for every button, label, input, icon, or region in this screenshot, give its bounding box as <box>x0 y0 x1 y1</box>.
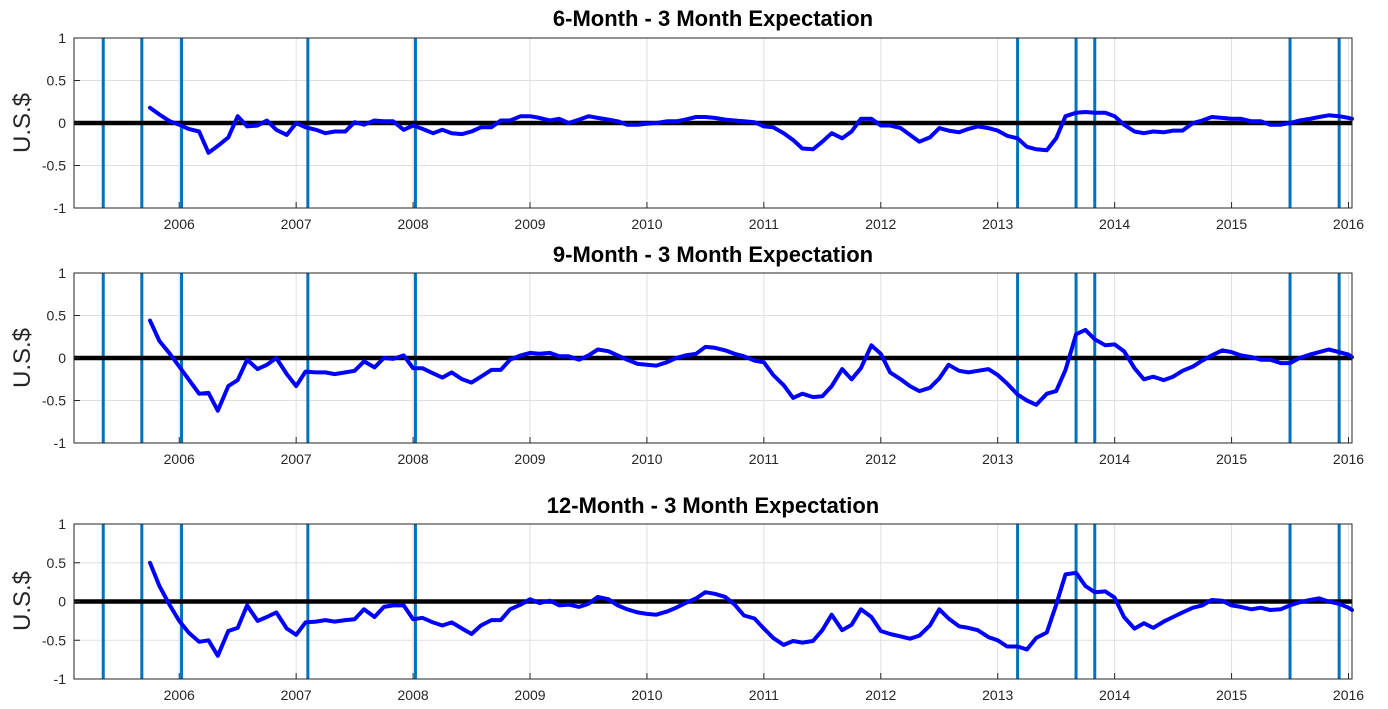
x-tick-label-3: 2015 <box>1216 687 1247 703</box>
x-tick-label-2: 2015 <box>1216 451 1247 467</box>
series-line-1 <box>148 105 1354 155</box>
x-tick-label-3: 2014 <box>1099 687 1130 703</box>
series-1 <box>148 105 1354 155</box>
x-tick-label-3: 2010 <box>631 687 662 703</box>
series-line-2 <box>148 318 1354 413</box>
series-line-3 <box>148 560 1354 658</box>
ticks-2: 2006 2007 2008 2009 2010 2011 2012 2013 2014 2015… <box>42 265 1364 467</box>
y-tick-label-2: 0 <box>58 350 66 366</box>
y-tick-label-3: 0.5 <box>47 555 67 571</box>
y-tick-label-1: 0.5 <box>47 73 67 89</box>
y-tick-label-2: 0.5 <box>47 308 67 324</box>
chart-title-1: 6-Month - 3 Month Expectation <box>553 6 873 31</box>
x-tick-label-3: 2016 <box>1333 687 1364 703</box>
y-tick-label-1: 0 <box>58 115 66 131</box>
series-2 <box>148 318 1354 413</box>
x-tick-label-3: 2013 <box>982 687 1013 703</box>
x-tick-label-2: 2006 <box>164 451 195 467</box>
x-tick-label-1: 2006 <box>164 216 195 232</box>
ticks-1: 2006 2007 2008 2009 2010 2011 2012 2013 2014 2015… <box>42 30 1364 232</box>
x-tick-label-1: 2012 <box>865 216 896 232</box>
y-axis-label-1: U.S.$ <box>9 93 36 153</box>
y-tick-label-3: -0.5 <box>42 632 66 648</box>
x-tick-label-3: 2007 <box>281 687 312 703</box>
ticks-3: 2006 2007 2008 2009 2010 2011 2012 2013 2014 2015… <box>42 516 1364 703</box>
chart-title-2: 9-Month - 3 Month Expectation <box>553 242 873 267</box>
x-tick-label-2: 2009 <box>514 451 545 467</box>
x-tick-label-1: 2014 <box>1099 216 1130 232</box>
chart-panel-3: 2006 2007 2008 2009 2010 2011 2012 2013 2014 2015… <box>9 493 1364 703</box>
x-tick-label-2: 2016 <box>1333 451 1364 467</box>
y-tick-label-1: 1 <box>58 30 66 46</box>
x-tick-label-1: 2010 <box>631 216 662 232</box>
x-tick-label-1: 2007 <box>281 216 312 232</box>
x-tick-label-2: 2011 <box>749 451 779 467</box>
x-tick-label-1: 2015 <box>1216 216 1247 232</box>
series-3 <box>148 560 1354 658</box>
x-tick-label-3: 2011 <box>749 687 779 703</box>
chart-panel-1: 2006 2007 2008 2009 2010 2011 2012 2013 2014 2015… <box>9 6 1364 232</box>
x-tick-label-3: 2008 <box>398 687 429 703</box>
y-tick-label-2: -1 <box>54 435 67 451</box>
y-tick-label-1: -0.5 <box>42 158 66 174</box>
y-axis-label-3: U.S.$ <box>9 571 36 631</box>
x-tick-label-2: 2014 <box>1099 451 1130 467</box>
x-tick-label-3: 2012 <box>865 687 896 703</box>
x-tick-label-1: 2011 <box>749 216 779 232</box>
x-tick-label-2: 2008 <box>398 451 429 467</box>
chart-panel-2: 2006 2007 2008 2009 2010 2011 2012 2013 2014 2015… <box>9 242 1364 467</box>
x-tick-label-3: 2009 <box>514 687 545 703</box>
y-tick-label-3: -1 <box>54 671 67 687</box>
x-tick-label-1: 2008 <box>398 216 429 232</box>
x-tick-label-2: 2013 <box>982 451 1013 467</box>
x-tick-label-1: 2016 <box>1333 216 1364 232</box>
x-tick-label-2: 2010 <box>631 451 662 467</box>
y-tick-label-3: 0 <box>58 594 66 610</box>
x-tick-label-3: 2006 <box>164 687 195 703</box>
y-tick-label-2: -0.5 <box>42 393 66 409</box>
x-tick-label-1: 2009 <box>514 216 545 232</box>
y-axis-label-2: U.S.$ <box>9 328 36 388</box>
x-tick-label-2: 2007 <box>281 451 312 467</box>
x-tick-label-2: 2012 <box>865 451 896 467</box>
x-tick-label-1: 2013 <box>982 216 1013 232</box>
y-tick-label-1: -1 <box>54 200 67 216</box>
y-tick-label-2: 1 <box>58 265 66 281</box>
chart-title-3: 12-Month - 3 Month Expectation <box>547 493 879 518</box>
y-tick-label-3: 1 <box>58 516 66 532</box>
